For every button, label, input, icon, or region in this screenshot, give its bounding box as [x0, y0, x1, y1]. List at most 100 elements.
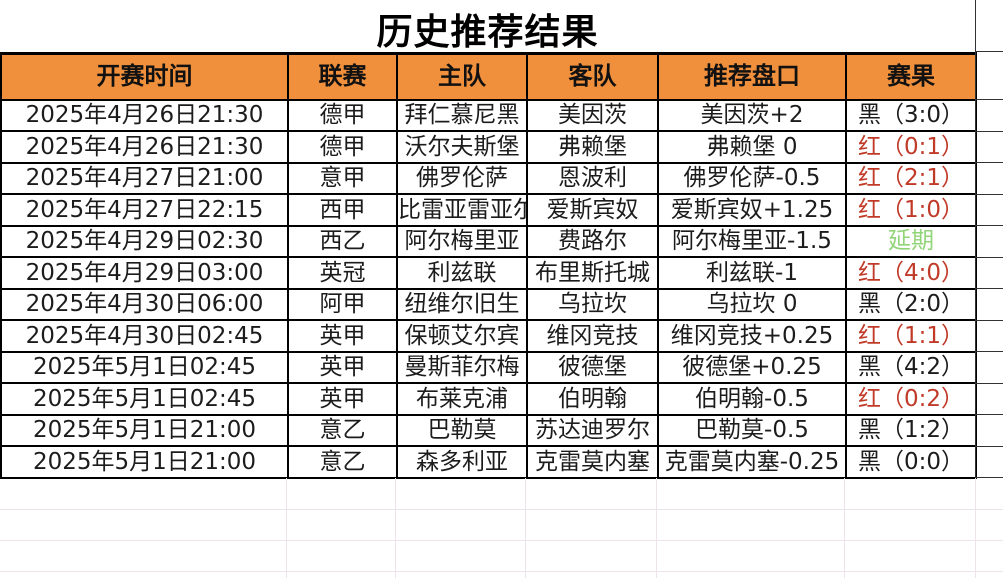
table-row: 2025年4月30日02:45 英甲 保顿艾尔宾 维冈竞技 维冈竞技+0.25 …: [0, 319, 977, 353]
cell-time: 2025年5月1日21:00: [0, 413, 289, 447]
cell-time: 2025年4月26日21:30: [0, 130, 289, 164]
cell-time: 2025年5月1日02:45: [0, 350, 289, 384]
cell-league: 英甲: [287, 350, 398, 384]
cell-handicap: 乌拉坎 0: [657, 287, 847, 321]
table-row: 2025年4月30日06:00 阿甲 纽维尔旧生 乌拉坎 乌拉坎 0 黑（2:0…: [0, 287, 977, 321]
gridline-segment: [976, 100, 1003, 132]
cell-away-team: 美因茨: [526, 98, 659, 132]
faint-gridline: [0, 540, 1003, 541]
cell-time: 2025年4月29日02:30: [0, 224, 289, 258]
table-row: 2025年5月1日21:00 意乙 森多利亚 克雷莫内塞 克雷莫内塞-0.25 …: [0, 445, 977, 479]
cell-handicap: 美因茨+2: [657, 98, 847, 132]
results-table: 开赛时间 联赛 主队 客队 推荐盘口 赛果 2025年4月26日21:30 德甲…: [0, 52, 977, 479]
cell-result: 红（1:0）: [845, 193, 977, 227]
cell-league: 英冠: [287, 256, 398, 290]
cell-home-team: 布莱克浦: [396, 382, 528, 416]
gridline-segment: [976, 195, 1003, 226]
gridline-segment: [976, 258, 1003, 289]
cell-handicap: 克雷莫内塞-0.25: [657, 445, 847, 479]
cell-result: 黑（0:0）: [845, 445, 977, 479]
cell-away-team: 布里斯托城: [526, 256, 659, 290]
faint-gridline: [395, 478, 396, 578]
cell-handicap: 阿尔梅里亚-1.5: [657, 224, 847, 258]
cell-away-team: 费路尔: [526, 224, 659, 258]
cell-league: 意乙: [287, 445, 398, 479]
gridline-segment: [976, 384, 1003, 415]
cell-result: 红（2:1）: [845, 161, 977, 195]
cell-league: 德甲: [287, 98, 398, 132]
cell-time: 2025年4月27日21:00: [0, 161, 289, 195]
gridline-segment: [976, 226, 1003, 258]
cell-time: 2025年5月1日02:45: [0, 382, 289, 416]
cell-home-team: 曼斯菲尔梅: [396, 350, 528, 384]
cell-time: 2025年4月30日02:45: [0, 319, 289, 353]
cell-handicap: 伯明翰-0.5: [657, 382, 847, 416]
faint-gridline: [0, 509, 1003, 510]
cell-handicap: 利兹联-1: [657, 256, 847, 290]
cell-away-team: 乌拉坎: [526, 287, 659, 321]
table-row: 2025年5月1日02:45 英甲 布莱克浦 伯明翰 伯明翰-0.5 红（0:2…: [0, 382, 977, 416]
cell-handicap: 佛罗伦萨-0.5: [657, 161, 847, 195]
cell-time: 2025年4月29日03:00: [0, 256, 289, 290]
cell-handicap: 维冈竞技+0.25: [657, 319, 847, 353]
cell-result: 黑（4:2）: [845, 350, 977, 384]
header-cell-away: 客队: [526, 52, 659, 101]
gridline-segment: [976, 415, 1003, 447]
cell-time: 2025年4月30日06:00: [0, 287, 289, 321]
gridline-segment: [976, 321, 1003, 352]
right-empty-column: [975, 0, 1003, 478]
faint-gridline: [286, 478, 287, 578]
cell-handicap: 彼德堡+0.25: [657, 350, 847, 384]
faint-gridline: [844, 478, 845, 578]
cell-league: 阿甲: [287, 287, 398, 321]
cell-away-team: 爱斯宾奴: [526, 193, 659, 227]
cell-league: 德甲: [287, 130, 398, 164]
cell-home-team: 纽维尔旧生: [396, 287, 528, 321]
cell-away-team: 苏达迪罗尔: [526, 413, 659, 447]
gridline-segment: [976, 52, 1003, 100]
cell-home-team: 森多利亚: [396, 445, 528, 479]
cell-league: 意乙: [287, 413, 398, 447]
page-title: 历史推荐结果: [376, 12, 599, 53]
header-row: 开赛时间 联赛 主队 客队 推荐盘口 赛果: [0, 52, 977, 101]
cell-away-team: 弗赖堡: [526, 130, 659, 164]
cell-result: 黑（2:0）: [845, 287, 977, 321]
table-row: 2025年4月27日22:15 西甲 比雷亚雷亚尔 爱斯宾奴 爱斯宾奴+1.25…: [0, 193, 977, 227]
cell-home-team: 巴勒莫: [396, 413, 528, 447]
cell-league: 西甲: [287, 193, 398, 227]
cell-home-team: 拜仁慕尼黑: [396, 98, 528, 132]
cell-home-team: 利兹联: [396, 256, 528, 290]
table-row: 2025年4月29日03:00 英冠 利兹联 布里斯托城 利兹联-1 红（4:0…: [0, 256, 977, 290]
table-row: 2025年4月27日21:00 意甲 佛罗伦萨 恩波利 佛罗伦萨-0.5 红（2…: [0, 161, 977, 195]
cell-home-team: 保顿艾尔宾: [396, 319, 528, 353]
cell-result: 红（0:1）: [845, 130, 977, 164]
cell-away-team: 伯明翰: [526, 382, 659, 416]
header-cell-time: 开赛时间: [0, 52, 289, 101]
cell-result: 红（4:0）: [845, 256, 977, 290]
cell-home-team: 阿尔梅里亚: [396, 224, 528, 258]
table-row: 2025年4月26日21:30 德甲 沃尔夫斯堡 弗赖堡 弗赖堡 0 红（0:1…: [0, 130, 977, 164]
gridline-segment: [976, 289, 1003, 321]
header-cell-home: 主队: [396, 52, 528, 101]
faint-gridline: [0, 571, 1003, 572]
table-row: 2025年5月1日21:00 意乙 巴勒莫 苏达迪罗尔 巴勒莫-0.5 黑（1:…: [0, 413, 977, 447]
header-cell-result: 赛果: [845, 52, 977, 101]
cell-result: 延期: [845, 224, 977, 258]
gridline-segment: [976, 352, 1003, 384]
cell-home-team: 佛罗伦萨: [396, 161, 528, 195]
cell-result: 黑（3:0）: [845, 98, 977, 132]
cell-time: 2025年5月1日21:00: [0, 445, 289, 479]
gridline-segment: [976, 0, 1003, 52]
faint-gridline: [525, 478, 526, 578]
cell-handicap: 爱斯宾奴+1.25: [657, 193, 847, 227]
cell-time: 2025年4月27日22:15: [0, 193, 289, 227]
cell-handicap: 巴勒莫-0.5: [657, 413, 847, 447]
cell-result: 黑（1:2）: [845, 413, 977, 447]
table-row: 2025年4月26日21:30 德甲 拜仁慕尼黑 美因茨 美因茨+2 黑（3:0…: [0, 98, 977, 132]
cell-league: 西乙: [287, 224, 398, 258]
gridline-segment: [976, 447, 1003, 478]
cell-away-team: 维冈竞技: [526, 319, 659, 353]
header-cell-handicap: 推荐盘口: [657, 52, 847, 101]
cell-result: 红（1:1）: [845, 319, 977, 353]
